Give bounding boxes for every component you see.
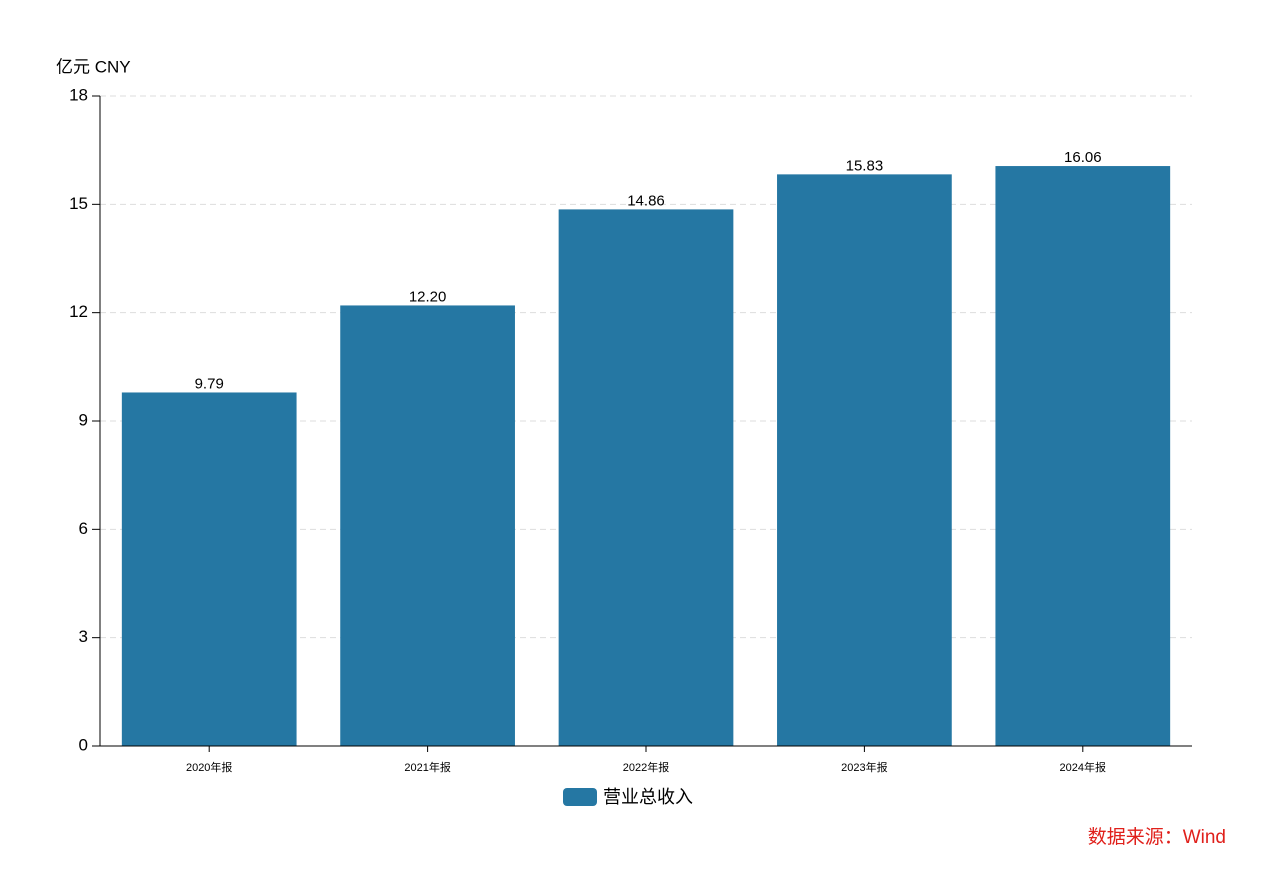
x-tick-label: 2023年报 xyxy=(841,760,887,774)
y-tick-label: 0 xyxy=(79,735,88,754)
bar xyxy=(777,174,952,747)
value-label: 16.06 xyxy=(1064,149,1102,166)
value-label: 15.83 xyxy=(846,157,884,174)
y-tick-label: 3 xyxy=(79,627,88,646)
y-tick-label: 6 xyxy=(79,519,88,538)
bar xyxy=(121,392,297,746)
y-tick-label: 9 xyxy=(79,410,88,429)
source-note: 数据来源：Wind xyxy=(1088,826,1226,848)
value-label: 14.86 xyxy=(627,192,665,209)
x-tick-label: 2024年报 xyxy=(1060,760,1106,774)
value-label: 12.20 xyxy=(409,288,447,305)
value-label: 9.79 xyxy=(195,375,224,392)
x-tick-label: 2021年报 xyxy=(404,760,450,774)
x-tick-label: 2022年报 xyxy=(623,760,669,774)
y-tick-label: 15 xyxy=(69,194,88,213)
y-axis-label: 亿元 CNY xyxy=(56,57,131,76)
legend-label: 营业总收入 xyxy=(603,787,693,807)
bar xyxy=(340,305,515,746)
y-tick-label: 18 xyxy=(69,85,88,104)
legend-swatch xyxy=(563,788,597,806)
y-tick-label: 12 xyxy=(69,302,88,321)
bar xyxy=(558,209,734,746)
bar xyxy=(995,166,1171,747)
x-tick-label: 2020年报 xyxy=(186,760,232,774)
